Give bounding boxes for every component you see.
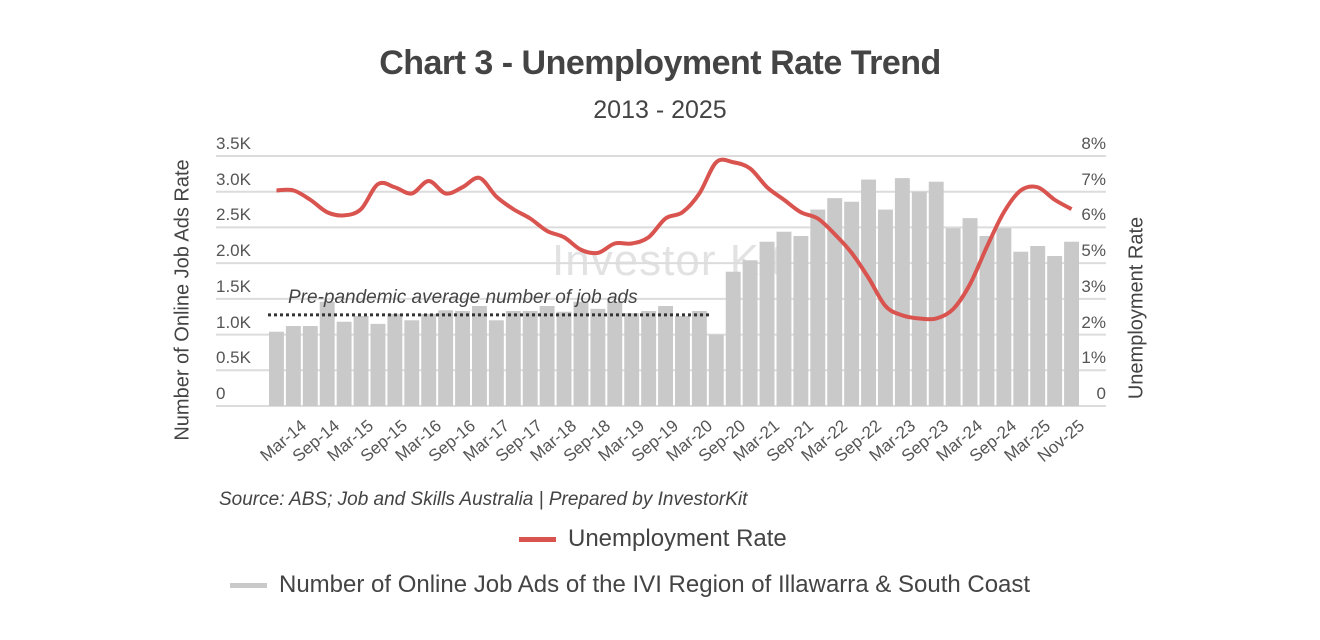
y-axis-left-tick: 3.0K <box>216 169 251 189</box>
y-axis-left-tick: 3.5K <box>216 134 251 153</box>
y-axis-left-tick: 1.0K <box>216 312 251 332</box>
job-ads-bar <box>1047 256 1063 406</box>
y-axis-left-tick: 2.5K <box>216 205 251 225</box>
job-ads-bar <box>810 209 826 406</box>
job-ads-bar <box>658 306 673 406</box>
job-ads-bar <box>624 313 640 406</box>
job-ads-bar <box>353 316 369 406</box>
chart-title: Chart 3 - Unemployment Rate Trend <box>379 44 941 82</box>
job-ads-bar <box>793 236 809 406</box>
job-ads-bar <box>1030 246 1046 406</box>
job-ads-bar <box>1064 241 1079 406</box>
job-ads-bar <box>708 334 724 406</box>
job-ads-bar <box>421 313 437 406</box>
y-axis-right-tick: 6% <box>1081 205 1106 225</box>
job-ads-bar <box>996 228 1012 406</box>
job-ads-bar <box>641 311 657 406</box>
job-ads-bar <box>319 301 335 406</box>
y-axis-right-tick: 8% <box>1081 134 1106 153</box>
job-ads-bar <box>607 301 623 406</box>
legend-line-swatch-icon <box>519 536 556 542</box>
unemployment-rate-line <box>276 157 1073 322</box>
job-ads-bar <box>387 313 403 406</box>
y-axis-left-tick: 2.0K <box>216 241 251 261</box>
job-ads-bar <box>759 241 775 406</box>
legend-label: Number of Online Job Ads of the IVI Regi… <box>279 571 1031 598</box>
job-ads-bar <box>302 326 318 406</box>
y-axis-right-tick: 1% <box>1081 348 1106 368</box>
job-ads-bar <box>945 228 961 406</box>
chart-subtitle: 2013 - 2025 <box>593 96 727 124</box>
job-ads-bar <box>844 201 860 406</box>
job-ads-bar <box>928 181 944 406</box>
y-axis-right-tick: 5% <box>1081 241 1106 261</box>
legend-item-job-ads: Number of Online Job Ads of the IVI Regi… <box>230 571 1030 599</box>
job-ads-bar <box>404 320 420 406</box>
job-ads-bar <box>336 321 352 406</box>
job-ads-bar <box>370 323 386 406</box>
y-axis-right-tick: 3% <box>1081 276 1106 296</box>
job-ads-bar <box>962 218 978 406</box>
y-axis-right-tick: 0 <box>1096 384 1106 403</box>
legend-item-unemployment-rate: Unemployment Rate <box>519 525 787 553</box>
y-axis-left-tick: 0 <box>216 384 226 403</box>
job-ads-bar <box>590 308 606 406</box>
job-ads-bar <box>472 306 487 406</box>
job-ads-bar <box>438 310 454 406</box>
job-ads-bar <box>894 178 910 406</box>
job-ads-bar <box>861 179 876 406</box>
job-ads-bar <box>776 231 792 406</box>
y-axis-right-tick: 7% <box>1081 169 1106 189</box>
job-ads-bar <box>725 271 741 406</box>
legend-label: Unemployment Rate <box>568 525 787 552</box>
job-ads-bar <box>911 191 927 406</box>
y-axis-left-tick: 0.5K <box>216 348 251 368</box>
job-ads-bar <box>979 236 995 406</box>
job-ads-bar <box>455 311 470 406</box>
reference-line-annotation: Pre-pandemic average number of job ads <box>288 287 638 308</box>
y-axis-left-tick: 1.5K <box>216 276 251 296</box>
source-note: Source: ABS; Job and Skills Australia | … <box>219 489 748 510</box>
job-ads-bar <box>827 198 843 406</box>
job-ads-bar <box>742 260 758 406</box>
job-ads-bar <box>675 316 690 406</box>
job-ads-bar <box>539 306 555 406</box>
job-ads-bar <box>522 311 538 406</box>
legend-bar-swatch-icon <box>230 582 267 588</box>
y-axis-right-tick: 2% <box>1081 312 1106 332</box>
job-ads-bar <box>285 326 301 406</box>
job-ads-bar <box>505 311 521 406</box>
job-ads-bar <box>556 311 572 406</box>
job-ads-bar <box>488 320 504 406</box>
job-ads-bar <box>691 311 707 406</box>
job-ads-bar <box>269 331 284 406</box>
job-ads-bar <box>1013 251 1029 406</box>
job-ads-bar <box>573 301 589 406</box>
